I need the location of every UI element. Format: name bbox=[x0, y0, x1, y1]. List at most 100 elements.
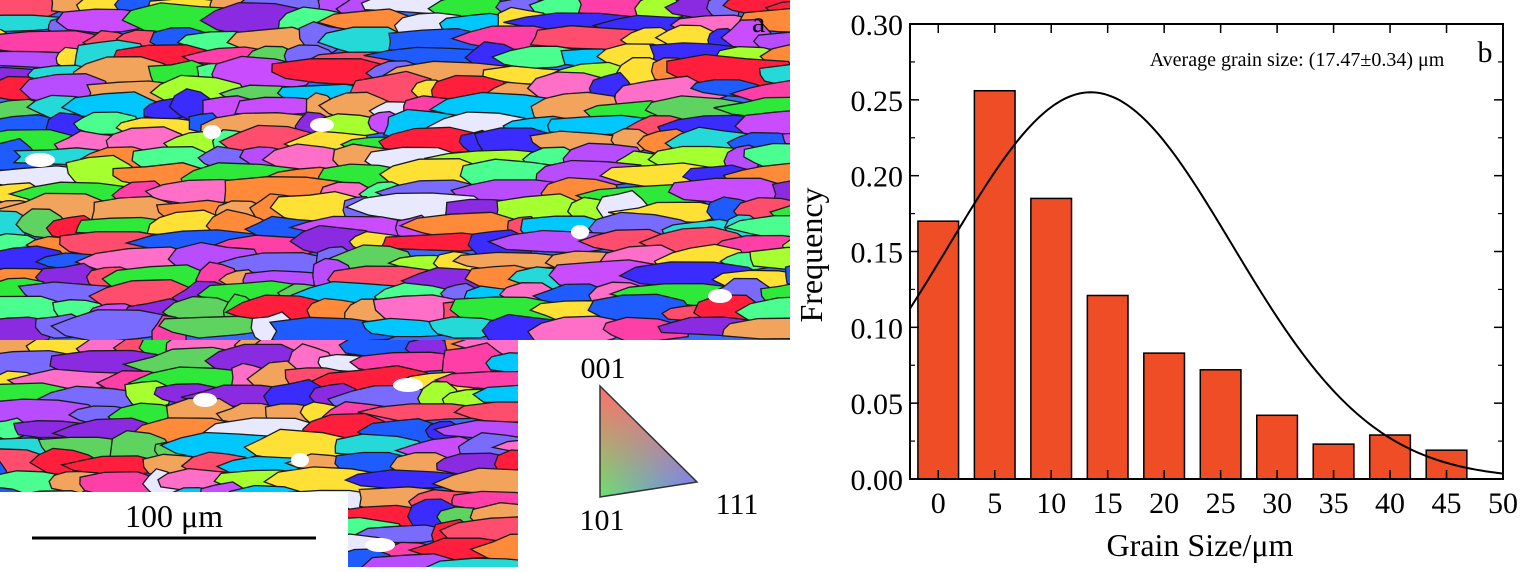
y-tick-label: 0.20 bbox=[851, 161, 904, 194]
grain bbox=[710, 348, 791, 375]
grain bbox=[753, 418, 790, 447]
grain bbox=[707, 339, 790, 357]
grain bbox=[713, 386, 762, 407]
grain bbox=[490, 45, 583, 70]
grain bbox=[602, 316, 690, 340]
bar-45 bbox=[1425, 449, 1468, 480]
grain bbox=[624, 549, 738, 567]
grain bbox=[485, 352, 518, 375]
grain bbox=[648, 502, 726, 530]
ipf-label-111: 111 bbox=[716, 488, 759, 521]
grain bbox=[704, 554, 749, 567]
grain bbox=[723, 215, 790, 240]
grain bbox=[784, 265, 790, 285]
unindexed-spot bbox=[291, 453, 309, 467]
panel-b-label: b bbox=[1478, 36, 1493, 69]
grain-map bbox=[0, 0, 790, 567]
unindexed-spot bbox=[203, 125, 221, 139]
grain bbox=[658, 383, 737, 413]
grain bbox=[49, 309, 182, 340]
grain bbox=[650, 372, 781, 390]
grain bbox=[761, 349, 790, 375]
x-tick-label: 0 bbox=[931, 487, 946, 520]
grain-size-histogram-panel: 0 5 10 15 20 25 30 35 40 45 50 0.00 0.05 0.10 0.15 0.20… bbox=[790, 0, 1539, 567]
unindexed-spot bbox=[365, 538, 395, 552]
y-axis-title: Frequency bbox=[793, 187, 829, 322]
grain bbox=[535, 465, 582, 498]
bar-5 bbox=[973, 89, 1016, 480]
grain bbox=[433, 370, 518, 391]
grain bbox=[735, 381, 790, 409]
ipf-color-key: 001 101 111 bbox=[580, 352, 759, 537]
fit-curve bbox=[909, 91, 1504, 475]
y-tick-label: 0.05 bbox=[851, 388, 904, 421]
grain bbox=[569, 556, 660, 567]
ipf-label-101: 101 bbox=[580, 504, 625, 537]
grain bbox=[681, 421, 790, 443]
grain bbox=[657, 541, 692, 559]
grain bbox=[517, 433, 518, 434]
unindexed-spot bbox=[571, 225, 589, 239]
x-tick-label: 15 bbox=[1093, 487, 1123, 520]
grain bbox=[526, 315, 627, 340]
y-tick-label: 0.25 bbox=[851, 85, 904, 118]
grain bbox=[714, 535, 790, 567]
axes: 0 5 10 15 20 25 30 35 40 45 50 0.00 0.05 0.10 0.15 0.20… bbox=[851, 9, 1519, 520]
grain bbox=[438, 516, 518, 544]
grain bbox=[763, 550, 790, 567]
grain bbox=[535, 539, 647, 563]
grain bbox=[694, 400, 763, 427]
x-tick-label: 40 bbox=[1375, 487, 1405, 520]
x-tick-label: 10 bbox=[1036, 487, 1066, 520]
bar-30 bbox=[1256, 414, 1299, 480]
grain bbox=[752, 31, 790, 51]
grain bbox=[469, 533, 518, 565]
grain bbox=[518, 556, 566, 567]
grain bbox=[157, 315, 275, 339]
bar-25 bbox=[1199, 369, 1242, 480]
x-tick-label: 30 bbox=[1262, 487, 1292, 520]
bar-10 bbox=[1030, 197, 1073, 480]
grain bbox=[657, 418, 717, 447]
grain bbox=[728, 518, 785, 545]
average-grain-size-annotation: Average grain size: (17.47±0.34) μm bbox=[1150, 49, 1445, 71]
unindexed-spot bbox=[25, 153, 55, 167]
x-tick-label: 25 bbox=[1206, 487, 1236, 520]
grain bbox=[743, 142, 790, 172]
scale-bar-box bbox=[0, 492, 348, 567]
grain bbox=[425, 557, 518, 567]
histogram-svg: 0 5 10 15 20 25 30 35 40 45 50 0.00 0.05 0.10 0.15 0.20… bbox=[793, 9, 1519, 563]
unindexed-spot bbox=[193, 393, 217, 407]
bar-0 bbox=[917, 220, 960, 480]
grain bbox=[739, 369, 791, 394]
bar-15 bbox=[1086, 294, 1129, 480]
grain bbox=[777, 531, 790, 566]
grain bbox=[684, 454, 732, 473]
grain bbox=[738, 408, 790, 425]
unindexed-spot bbox=[310, 118, 334, 132]
grain bbox=[749, 246, 790, 271]
grain bbox=[669, 439, 787, 459]
ipf-label-001: 001 bbox=[581, 352, 626, 385]
grain bbox=[769, 516, 790, 548]
grain bbox=[553, 553, 589, 567]
ebsd-map-panel: a 100 μm 001 101 111 bbox=[0, 0, 790, 567]
panel-a-label: a bbox=[752, 6, 765, 39]
x-axis-title: Grain Size/μm bbox=[1107, 527, 1294, 563]
bars bbox=[917, 89, 1468, 480]
grain bbox=[721, 317, 790, 340]
x-tick-label: 35 bbox=[1319, 487, 1349, 520]
x-tick-label: 45 bbox=[1432, 487, 1462, 520]
grain bbox=[734, 555, 787, 567]
grain bbox=[471, 384, 518, 404]
grain bbox=[764, 490, 790, 514]
unindexed-spot bbox=[708, 289, 732, 303]
grain bbox=[737, 436, 790, 461]
grain bbox=[627, 539, 670, 566]
ebsd-map-svg: a 100 μm 001 101 111 bbox=[0, 0, 790, 567]
grain bbox=[640, 341, 693, 360]
bar-20 bbox=[1143, 352, 1186, 480]
x-tick-label: 50 bbox=[1488, 487, 1518, 520]
unindexed-spot bbox=[393, 378, 423, 392]
grain bbox=[666, 351, 744, 382]
